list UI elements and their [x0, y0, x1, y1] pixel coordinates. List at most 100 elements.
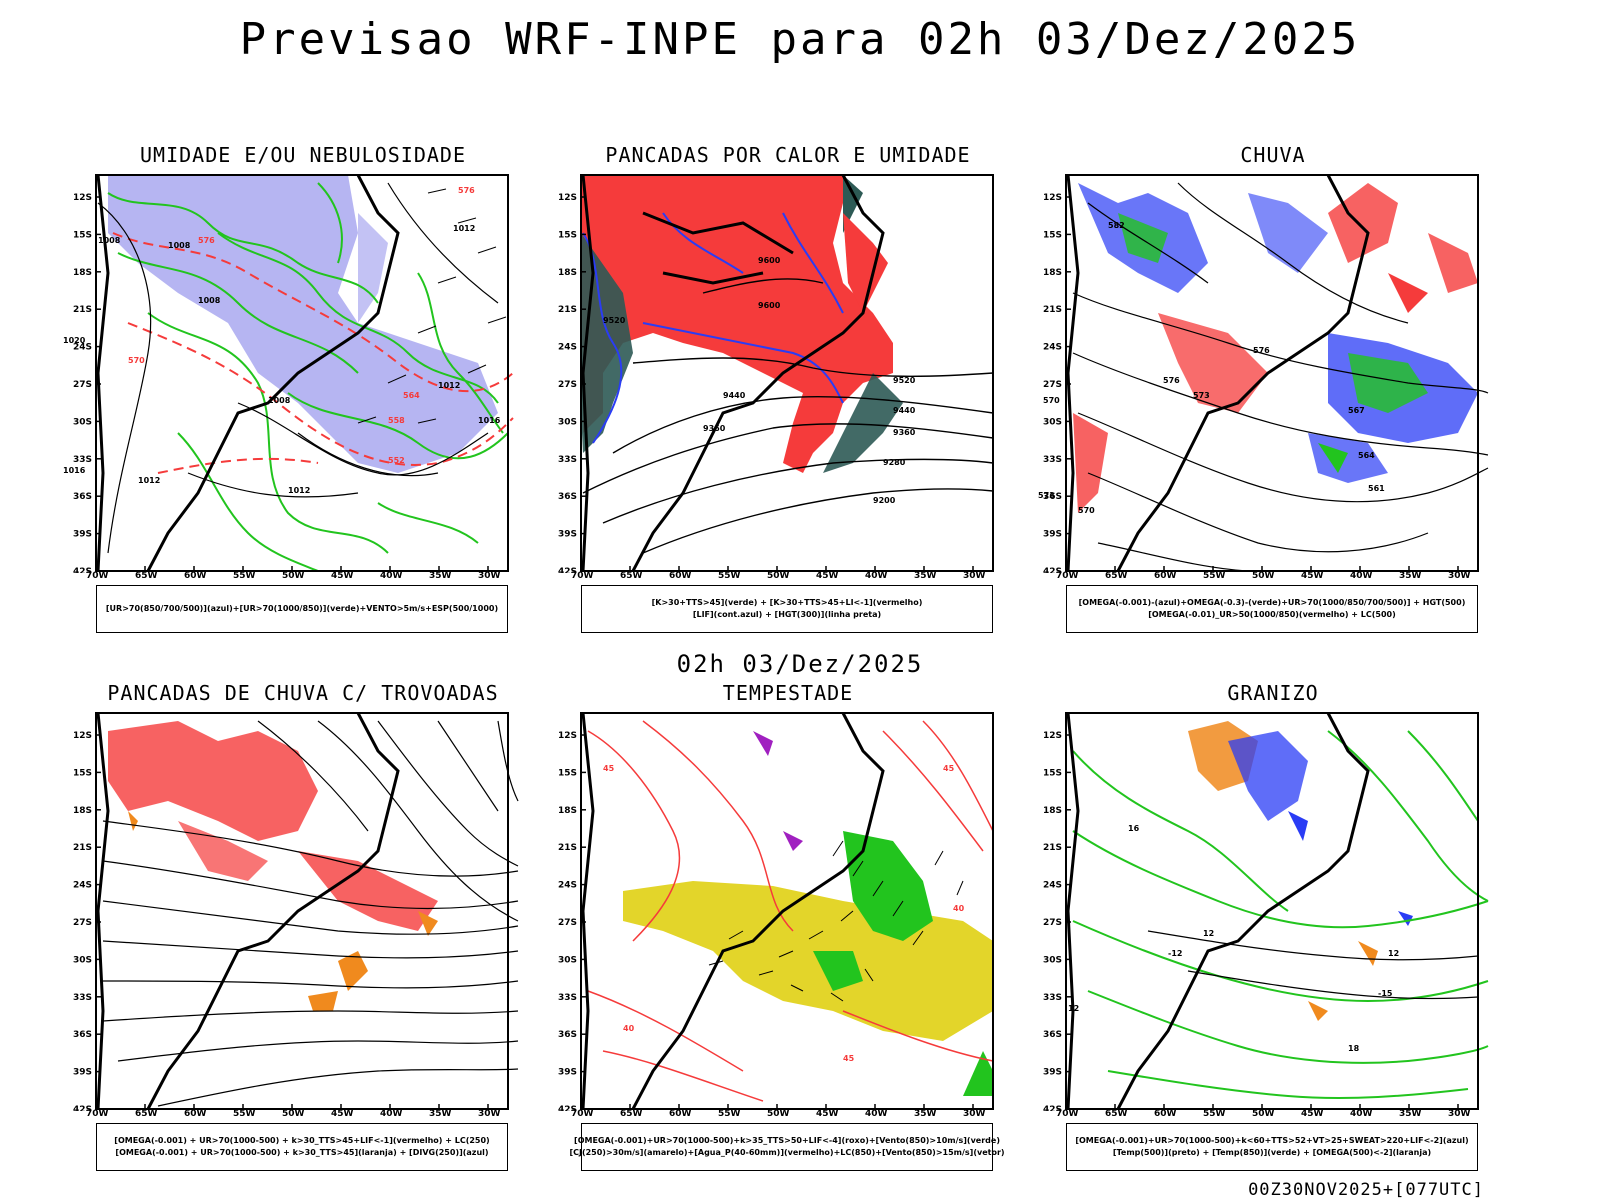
lat-tick-label: 33S — [558, 993, 577, 1003]
lon-tick-label: 55W — [1203, 1109, 1226, 1119]
lat-tick-label: 33S — [558, 455, 577, 465]
lon-tick-label: 35W — [1399, 1109, 1422, 1119]
contour-label: 573 — [1193, 391, 1210, 400]
map-frame: 1008 1008 1008 1012 1012 1016 1016 1020 … — [58, 173, 548, 581]
coastline — [1066, 712, 1370, 1110]
lat-tick-label: 12S — [558, 193, 577, 203]
panel-title: PANCADAS POR CALOR E UMIDADE — [605, 143, 971, 167]
contour-label: 1008 — [168, 241, 191, 250]
lon-tick-label: 55W — [718, 1109, 741, 1119]
lon-tick-label: 55W — [1203, 571, 1226, 581]
contour-label: 9520 — [603, 316, 626, 325]
contour-label: 12 — [1203, 929, 1214, 938]
lat-tick-label: 18S — [73, 268, 92, 278]
contour-labels: 1008 1008 1008 1012 1012 1016 1016 1020 … — [63, 186, 501, 495]
lat-tick-label: 12S — [1043, 193, 1062, 203]
lon-tick-label: 60W — [184, 1109, 207, 1119]
map-frame: 9600 9600 9520 9520 9440 9440 9360 9360 … — [543, 173, 1033, 581]
lat-tick-label: 36S — [1043, 492, 1062, 502]
lat-tick-label: 30S — [558, 417, 577, 427]
lat-tick-label: 27S — [73, 380, 92, 390]
lon-tick-label: 40W — [1350, 1109, 1373, 1119]
contour-label: 40 — [953, 904, 965, 913]
lat-tick-label: 21S — [73, 843, 92, 853]
contour-label: 576 — [198, 236, 215, 245]
lon-tick-label: 65W — [620, 571, 643, 581]
panel-legend: [OMEGA(-0.001)+UR>70(1000-500)+k>35_TTS>… — [569, 1123, 1005, 1171]
lon-tick-label: 70W — [571, 571, 594, 581]
contour-label: 9440 — [723, 391, 746, 400]
contour-label: 570 — [128, 356, 145, 365]
lon-tick-label: 65W — [1105, 571, 1128, 581]
lat-tick-label: 36S — [73, 1030, 92, 1040]
lon-tick-label: 70W — [571, 1109, 594, 1119]
contour-label: 18 — [1348, 1044, 1360, 1053]
contour-label: 570 — [1078, 506, 1095, 515]
map-frame: 12 12 -15 -12 18 16 12 12S 15S 18S 21S 24S 27… — [1028, 711, 1518, 1119]
contour-label: 558 — [388, 416, 405, 425]
map-border — [95, 712, 509, 1110]
contour-labels: 582 576 576 573 570 573 570 567 564 561 — [1038, 221, 1385, 515]
main-title: Previsao WRF-INPE para 02h 03/Dez/2025 — [239, 14, 1361, 65]
contour-label: 582 — [1108, 221, 1125, 230]
contour-label: 1016 — [63, 466, 86, 475]
map-frame: 582 576 576 573 570 573 570 567 564 561 … — [1028, 173, 1518, 581]
coastline — [581, 174, 885, 572]
lat-tick-label: 24S — [1043, 343, 1062, 353]
green-contours — [1072, 730, 1489, 1100]
panel-legend: [K>30+TTS>45](verde) + [K>30+TTS>45+LI<-… — [581, 585, 993, 633]
lat-tick-label: 30S — [73, 417, 92, 427]
black-contours — [1072, 182, 1489, 572]
map-pancadas-calor: 9600 9600 9520 9520 9440 9440 9360 9360 … — [558, 174, 994, 573]
coastline — [1066, 174, 1370, 572]
green-contours — [107, 182, 509, 572]
contour-label: 1012 — [438, 381, 460, 390]
lat-tick-label: 39S — [558, 1068, 577, 1078]
lon-tick-label: 40W — [865, 571, 888, 581]
lat-tick-label: 42S — [1043, 1105, 1062, 1111]
contour-label: 16 — [1128, 824, 1140, 833]
contour-label: 570 — [1043, 396, 1060, 405]
lat-tick-label: 12S — [73, 731, 92, 741]
lat-tick-label: 12S — [73, 193, 92, 203]
lon-tick-label: 60W — [669, 1109, 692, 1119]
coastline — [581, 712, 885, 1110]
lat-tick-label: 24S — [558, 343, 577, 353]
lon-tick-label: 40W — [865, 1109, 888, 1119]
contour-label: 9440 — [893, 406, 916, 415]
contour-label: 573 — [1038, 491, 1055, 500]
lat-tick-label: 39S — [1043, 1068, 1062, 1078]
map-granizo: 12 12 -15 -12 18 16 12 12S 15S 18S 21S 24S 27… — [1043, 712, 1489, 1111]
contour-labels: 45 45 40 40 45 — [603, 764, 965, 1063]
lat-tick-label: 36S — [73, 492, 92, 502]
lon-tick-label: 30W — [963, 571, 986, 581]
lat-tick-label: 33S — [1043, 993, 1062, 1003]
contour-labels: 9600 9600 9520 9520 9440 9440 9360 9360 … — [603, 256, 916, 505]
lat-tick-label: 27S — [558, 380, 577, 390]
coastline — [96, 174, 400, 572]
lat-tick-label: 42S — [73, 1105, 92, 1111]
lon-tick-label: 60W — [184, 571, 207, 581]
vector-arrows — [357, 188, 507, 424]
map-border — [1065, 712, 1479, 1110]
legend-line: [OMEGA(-0.01)_UR>50(1000/850)(vermelho) … — [1148, 610, 1396, 619]
coastline — [96, 712, 400, 1110]
lon-tick-label: 60W — [669, 571, 692, 581]
lat-tick-label: 18S — [558, 806, 577, 816]
lat-tick-label: 15S — [1043, 768, 1062, 778]
lon-tick-labels: 70W 65W 60W 55W 50W 45W 40W 35W 30W — [58, 571, 548, 583]
contour-label: 1012 — [288, 486, 310, 495]
contour-label: 9360 — [893, 428, 916, 437]
map-border — [1065, 174, 1479, 572]
contour-label: 45 — [843, 1054, 855, 1063]
panel-title: PANCADAS DE CHUVA C/ TROVOADAS — [107, 681, 499, 705]
panel-trovoadas: PANCADAS DE CHUVA C/ TROVOADAS — [58, 681, 548, 1171]
panel-title: UMIDADE E/OU NEBULOSIDADE — [139, 143, 467, 167]
lat-tick-label: 33S — [1043, 455, 1062, 465]
lat-tick-label: 36S — [1043, 1030, 1062, 1040]
lon-tick-label: 35W — [429, 1109, 452, 1119]
lat-tick-label: 15S — [73, 230, 92, 240]
panel-legend: [OMEGA(-0.001)+UR>70(1000-500)+k<60+TTS>… — [1066, 1123, 1478, 1171]
contour-label: 9600 — [758, 256, 781, 265]
lon-tick-label: 30W — [478, 1109, 501, 1119]
